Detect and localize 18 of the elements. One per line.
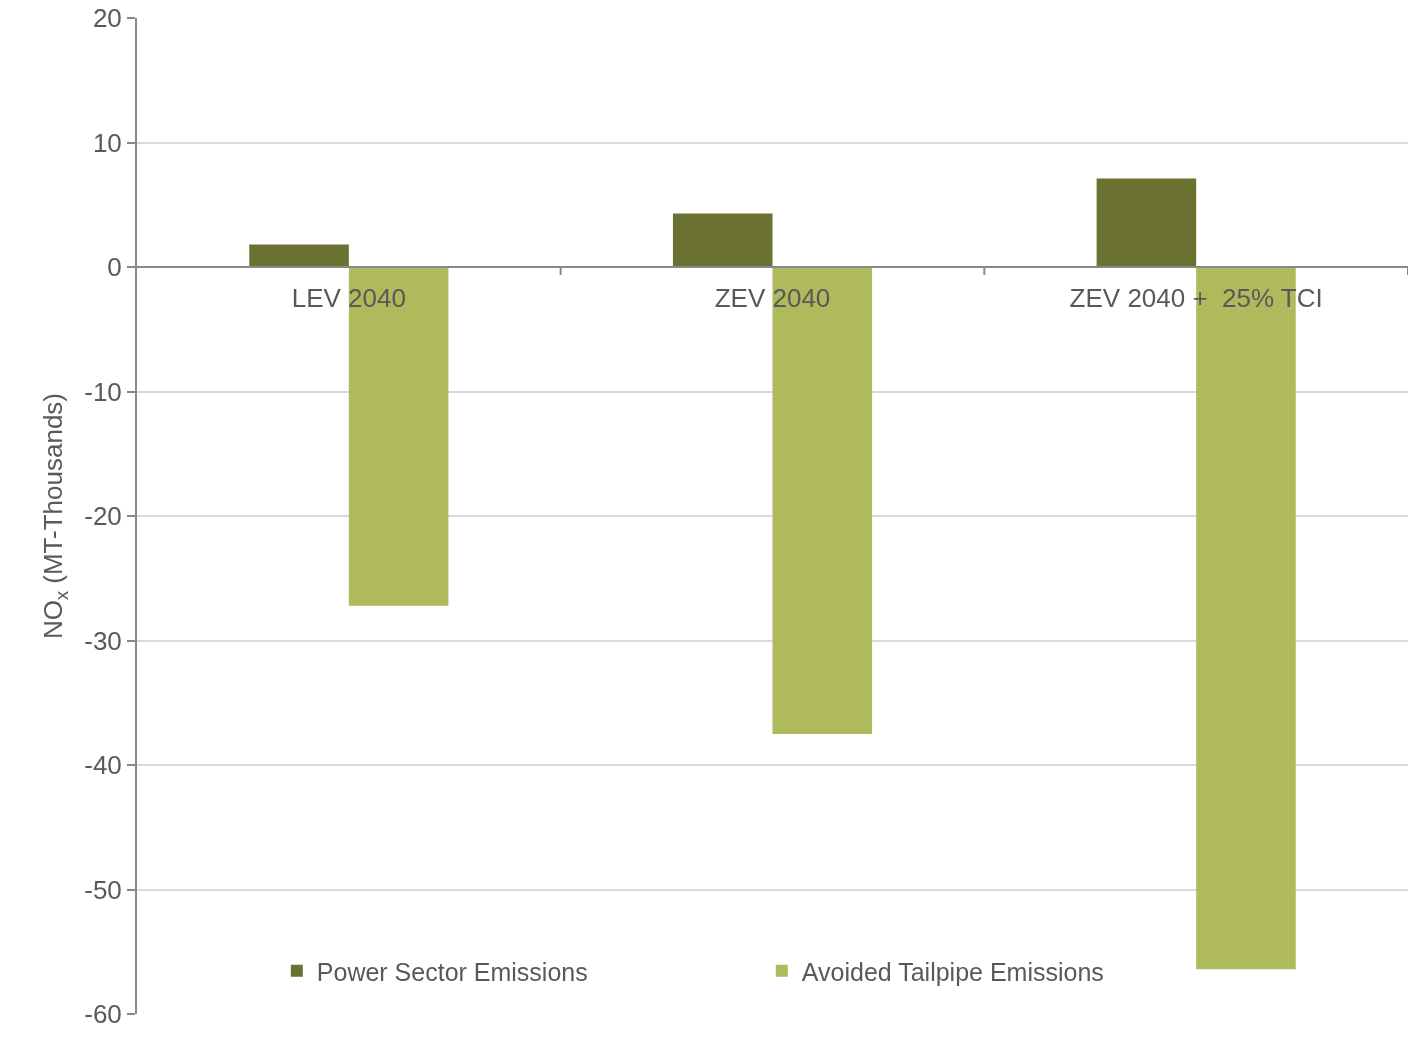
- y-tick-label: 0: [107, 252, 122, 283]
- bar: [772, 267, 873, 734]
- x-tick-label: LEV 2040: [291, 283, 406, 314]
- legend-label: Power Sector Emissions: [316, 957, 588, 986]
- x-tick-label: ZEV 2040: [714, 283, 831, 314]
- y-tick-label: 10: [92, 127, 122, 158]
- bar: [672, 213, 773, 267]
- y-tick-label: -20: [84, 501, 122, 532]
- legend-label: Avoided Tailpipe Emissions: [801, 957, 1104, 986]
- bar: [348, 267, 449, 606]
- y-tick-label: -60: [84, 999, 122, 1030]
- y-tick-label: 20: [92, 3, 122, 34]
- y-tick-label: -40: [84, 750, 122, 781]
- bar: [249, 244, 349, 267]
- y-tick-label: -30: [84, 625, 122, 656]
- y-tick-label: -10: [84, 376, 122, 407]
- bar: [1096, 178, 1197, 267]
- y-tick-label: -50: [84, 874, 122, 905]
